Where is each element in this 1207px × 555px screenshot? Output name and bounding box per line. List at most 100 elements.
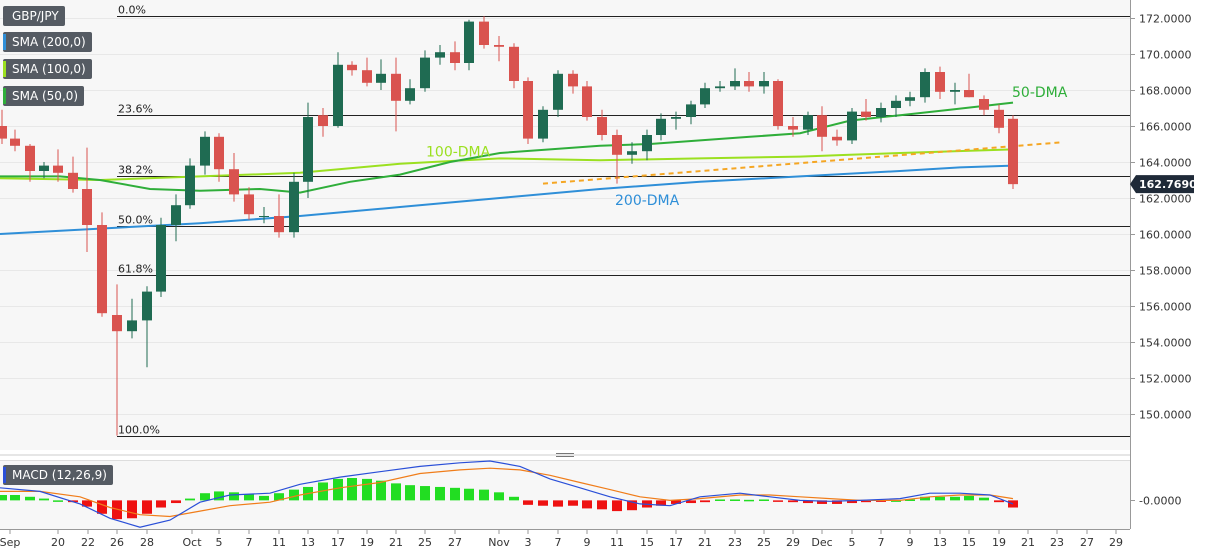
- macd-histogram-bar: [730, 499, 740, 501]
- macd-histogram-bar: [185, 498, 195, 501]
- candle-body: [773, 81, 783, 126]
- sma100-swatch: [3, 61, 6, 77]
- candle-body: [479, 21, 489, 45]
- macd-histogram-bar: [597, 500, 607, 510]
- macd-histogram-bar: [553, 500, 563, 507]
- candle: [950, 82, 960, 105]
- candle: [142, 286, 152, 368]
- candle: [244, 187, 254, 220]
- time-tick-label: 5: [216, 536, 223, 549]
- candle-body: [861, 111, 871, 117]
- time-tick-label: 9: [584, 536, 591, 549]
- candle: [347, 61, 357, 76]
- macd-histogram-bar: [435, 486, 445, 501]
- candle: [509, 43, 519, 89]
- macd-histogram-bar: [994, 500, 1004, 503]
- macd-badge[interactable]: MACD (12,26,9): [3, 465, 113, 485]
- candle: [538, 106, 548, 143]
- indicator-badge-sma50[interactable]: SMA (50,0): [3, 86, 85, 106]
- time-tick-label: 25: [757, 536, 771, 549]
- candle-body: [405, 88, 415, 101]
- candle: [671, 111, 681, 130]
- time-tick-label: 5: [849, 536, 856, 549]
- candle-body: [435, 52, 445, 58]
- macd-histogram-bar: [891, 500, 901, 502]
- macd-histogram-bar: [333, 478, 343, 501]
- candle-body: [964, 90, 974, 98]
- macd-histogram-bar: [1008, 500, 1018, 508]
- candle-body: [671, 117, 681, 119]
- macd-histogram-bar: [817, 500, 827, 504]
- indicator-badge-sma200[interactable]: SMA (200,0): [3, 32, 92, 52]
- candle: [788, 117, 798, 137]
- time-tick-label: 15: [640, 536, 654, 549]
- price-tick-label: 168.0000: [1139, 85, 1192, 98]
- candle: [612, 129, 622, 184]
- price-tick-label: 166.0000: [1139, 121, 1192, 134]
- time-tick-label: 21: [698, 536, 712, 549]
- time-tick-label: 21: [389, 536, 403, 549]
- candle-body: [376, 73, 386, 83]
- macd-histogram-bar: [0, 495, 7, 501]
- candle: [435, 45, 445, 65]
- last-price-tag: [1130, 175, 1194, 194]
- time-tick-label: 23: [728, 536, 742, 549]
- time-tick-label: 13: [933, 536, 947, 549]
- candle-body: [289, 181, 299, 233]
- time-tick-label: 17: [331, 536, 345, 549]
- candle: [185, 158, 195, 209]
- candle-body: [391, 73, 401, 101]
- candle-body: [450, 52, 460, 63]
- macd-pane-bg: [0, 461, 1130, 529]
- macd-histogram-bar: [259, 495, 269, 501]
- time-tick-label: 29: [1109, 536, 1123, 549]
- sma200-line: [0, 164, 1014, 235]
- candle-body: [920, 72, 930, 98]
- macd-histogram-bar: [10, 495, 20, 501]
- candle-body: [597, 117, 607, 135]
- macd-histogram-bar: [494, 492, 504, 501]
- candle-body: [0, 126, 7, 139]
- time-tick-label: 27: [1080, 536, 1094, 549]
- price-tick-label: 150.0000: [1139, 409, 1192, 422]
- support-trendline: [542, 141, 1064, 185]
- candle-body: [509, 46, 519, 81]
- pane-resize-handle[interactable]: [556, 453, 574, 457]
- candle: [229, 153, 239, 202]
- fib-level-label: 50.0%: [118, 214, 153, 227]
- indicator-badge-sma100[interactable]: SMA (100,0): [3, 59, 92, 79]
- candle-body: [214, 136, 224, 170]
- candle: [964, 73, 974, 98]
- macd-histogram-bar: [39, 498, 49, 501]
- candle: [730, 68, 740, 90]
- sma200-swatch: [3, 34, 6, 50]
- time-tick-label: 25: [418, 536, 432, 549]
- candle-body: [700, 88, 710, 105]
- candle: [803, 111, 813, 135]
- macd-histogram-bar: [376, 480, 386, 501]
- candle-body: [817, 115, 827, 137]
- macd-zero-label: -0.0000: [1139, 494, 1181, 507]
- candle-body: [832, 136, 842, 141]
- macd-histogram-bar: [773, 500, 783, 502]
- candle-body: [891, 100, 901, 108]
- macd-histogram-bar: [582, 500, 592, 509]
- candle: [642, 129, 652, 161]
- macd-label: MACD (12,26,9): [12, 468, 107, 482]
- candle-body: [876, 108, 886, 117]
- time-tick-label: Dec: [811, 536, 832, 549]
- symbol-badge[interactable]: GBP/JPY: [3, 6, 65, 26]
- candle: [905, 91, 915, 107]
- macd-histogram-bar: [523, 500, 533, 505]
- candle-body: [68, 172, 78, 189]
- macd-histogram-bar: [538, 500, 548, 506]
- time-tick-label: 7: [878, 536, 885, 549]
- candle: [259, 207, 269, 224]
- candle-body: [156, 225, 166, 292]
- candle: [376, 59, 386, 90]
- candle: [464, 19, 474, 71]
- candle: [523, 77, 533, 144]
- candle: [935, 66, 945, 99]
- candle: [274, 194, 284, 238]
